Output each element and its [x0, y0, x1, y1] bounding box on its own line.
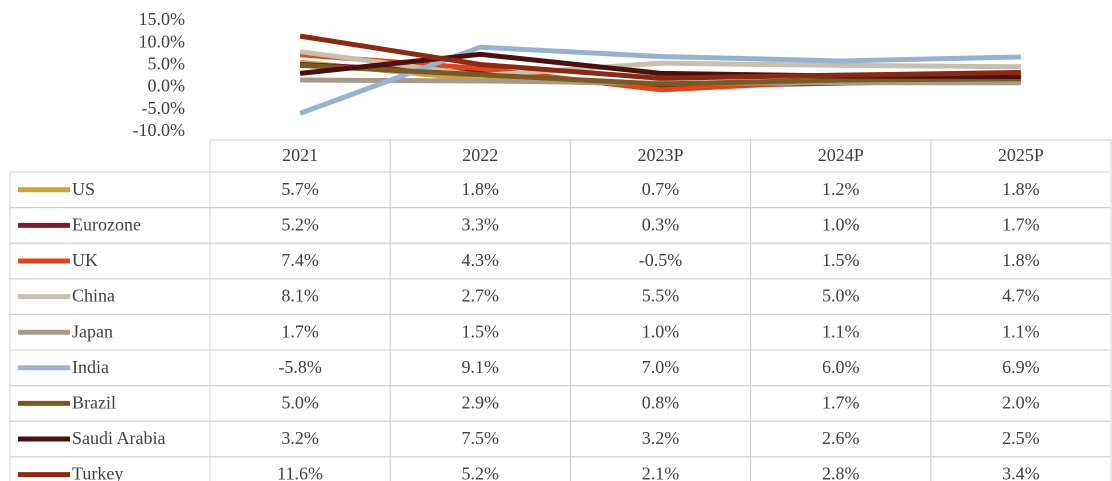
- data-label: 3.3%: [462, 215, 500, 235]
- data-label: 8.1%: [281, 286, 319, 306]
- legend-label: Turkey: [72, 464, 123, 481]
- data-label: 5.2%: [281, 215, 319, 235]
- data-label: 1.1%: [1002, 321, 1040, 341]
- y-tick-label: -5.0%: [142, 98, 186, 118]
- data-label: 3.2%: [642, 428, 680, 448]
- data-label: 4.7%: [1002, 286, 1040, 306]
- series-line: [299, 33, 1021, 81]
- data-label: 3.2%: [281, 428, 319, 448]
- data-label: 1.7%: [1002, 215, 1040, 235]
- series-line: [299, 62, 1021, 87]
- legend-label: Brazil: [72, 393, 116, 413]
- legend-label: India: [72, 357, 109, 377]
- data-label: 11.6%: [277, 464, 323, 481]
- x-tick-label: 2022: [462, 145, 498, 165]
- data-label: 0.8%: [642, 393, 680, 413]
- data-label: 5.5%: [642, 286, 680, 306]
- x-tick-label: 2023P: [637, 145, 683, 165]
- data-label: 5.2%: [462, 464, 500, 481]
- y-tick-label: -10.0%: [133, 120, 186, 140]
- data-label: 0.3%: [642, 215, 680, 235]
- x-tick-label: 2025P: [998, 145, 1044, 165]
- legend-label: China: [72, 286, 115, 306]
- legend-label: Japan: [72, 321, 113, 341]
- x-tick-label: 2021: [282, 145, 318, 165]
- data-label: 4.3%: [462, 250, 500, 270]
- legend-label: Eurozone: [72, 215, 141, 235]
- data-label: 1.7%: [281, 321, 319, 341]
- data-label: 2.5%: [1002, 428, 1040, 448]
- data-label: 6.0%: [822, 357, 860, 377]
- data-label: 2.9%: [462, 393, 500, 413]
- legend-label: US: [72, 179, 95, 199]
- data-label: 1.8%: [1002, 250, 1040, 270]
- data-label: 7.0%: [642, 357, 680, 377]
- data-label: 5.0%: [281, 393, 319, 413]
- data-label: 2.7%: [462, 286, 500, 306]
- table-cell: [930, 456, 1112, 481]
- y-tick-label: 0.0%: [148, 76, 186, 96]
- data-label: 2.0%: [1002, 393, 1040, 413]
- legend-label: Saudi Arabia: [72, 428, 165, 448]
- data-label: 1.5%: [822, 250, 860, 270]
- data-label: 6.9%: [1002, 357, 1040, 377]
- data-label: -5.8%: [278, 357, 322, 377]
- data-label: -0.5%: [639, 250, 683, 270]
- data-label: 7.5%: [462, 428, 500, 448]
- data-label: 1.7%: [822, 393, 860, 413]
- data-label: 1.0%: [642, 321, 680, 341]
- y-tick-label: 10.0%: [139, 31, 186, 51]
- legend-label: UK: [72, 250, 98, 270]
- y-tick-label: 15.0%: [139, 9, 186, 29]
- data-label: 5.0%: [822, 286, 860, 306]
- data-label: 1.2%: [822, 179, 860, 199]
- data-label: 1.8%: [1002, 179, 1040, 199]
- data-label: 2.6%: [822, 428, 860, 448]
- data-label: 1.0%: [822, 215, 860, 235]
- x-tick-label: 2024P: [818, 145, 864, 165]
- data-label: 9.1%: [462, 357, 500, 377]
- data-label: 5.7%: [281, 179, 319, 199]
- data-label: 1.1%: [822, 321, 860, 341]
- data-label: 3.4%: [1002, 464, 1040, 481]
- y-tick-label: 5.0%: [148, 54, 186, 74]
- data-label: 7.4%: [281, 250, 319, 270]
- data-label: 2.1%: [642, 464, 680, 481]
- data-label: 2.8%: [822, 464, 860, 481]
- data-label: 1.8%: [462, 179, 500, 199]
- data-label: 0.7%: [642, 179, 680, 199]
- data-label: 1.5%: [462, 321, 500, 341]
